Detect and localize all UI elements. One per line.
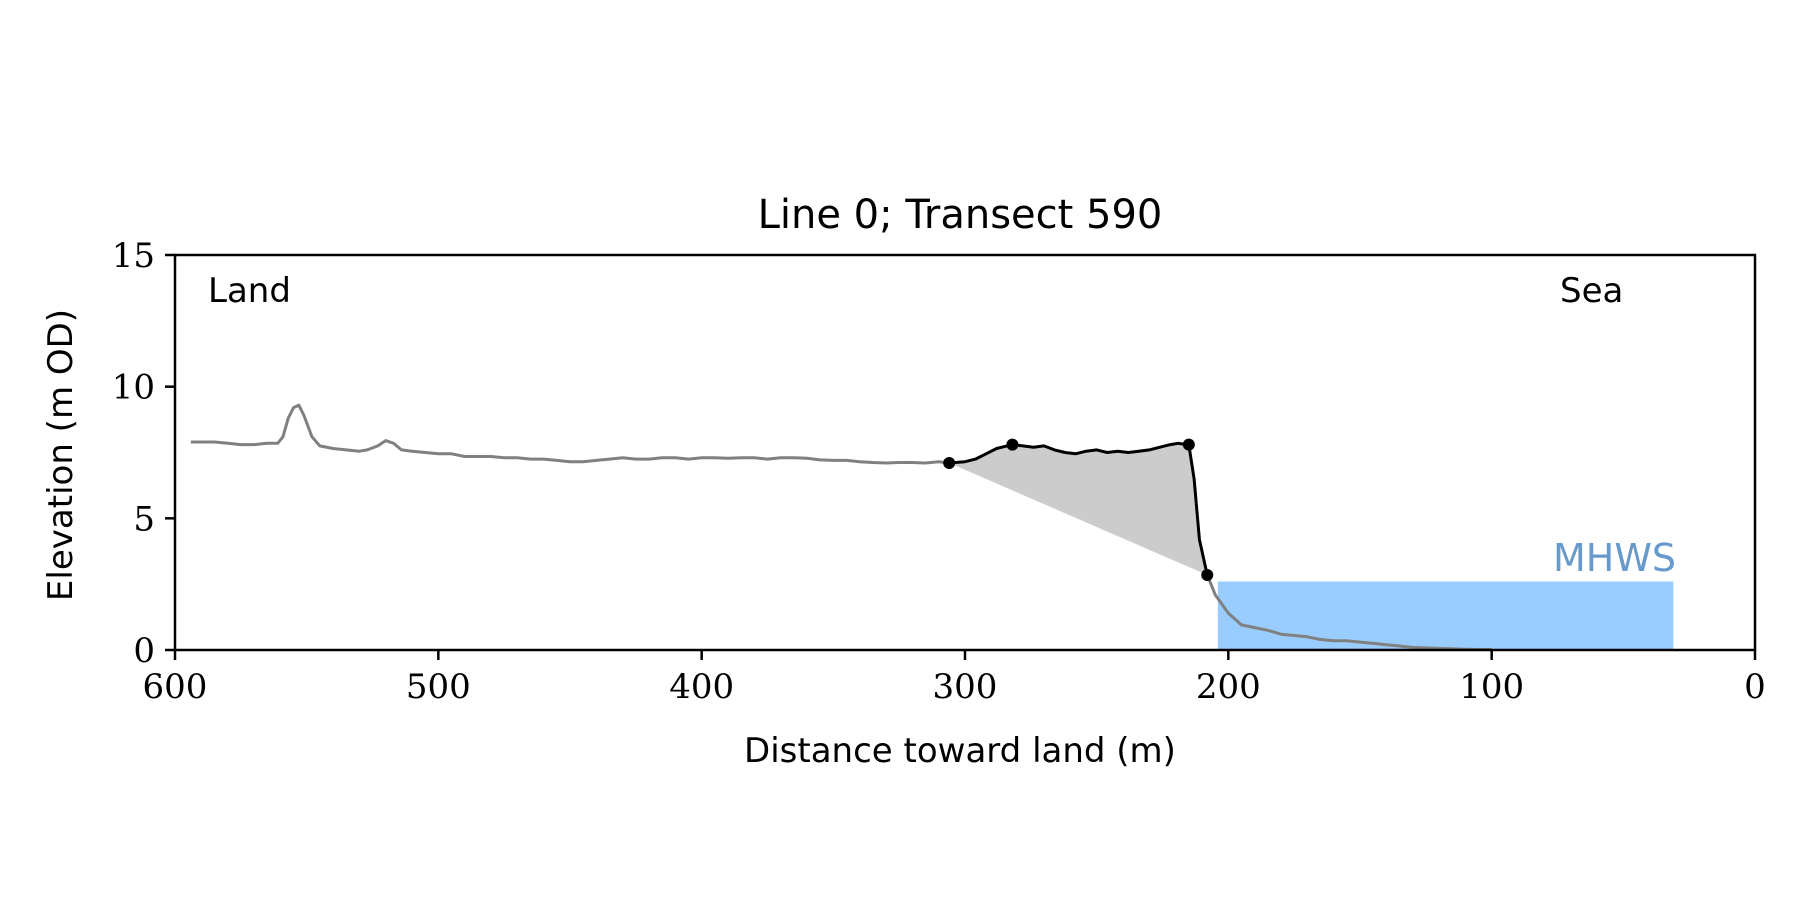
- cliff-marker-1: [1006, 438, 1019, 451]
- cliff-marker-2: [1182, 438, 1195, 451]
- cliff-marker-3: [1201, 568, 1214, 581]
- y-axis-label: Elevation (m OD): [41, 309, 81, 601]
- mhws-label: MHWS: [1553, 536, 1676, 580]
- y-tick-label-10: 10: [112, 368, 155, 408]
- x-tick-label-300: 300: [933, 667, 998, 707]
- beach-line: [1205, 574, 1492, 651]
- y-ticks: 0 5 10 15: [112, 236, 175, 671]
- y-tick-label-0: 0: [133, 631, 155, 671]
- x-tick-label-600: 600: [143, 667, 208, 707]
- profile-line: [190, 403, 950, 465]
- marker-group: [943, 438, 1214, 581]
- cliff-marker-0: [943, 457, 956, 470]
- y-tick-label-15: 15: [112, 236, 155, 276]
- mhws-band: [1217, 581, 1674, 650]
- cliff-volume-fill: [949, 443, 1208, 575]
- land-label: Land: [208, 271, 291, 311]
- x-ticks: 600 500 400 300 200 100 0: [143, 650, 1766, 707]
- x-axis-label: Distance toward land (m): [744, 731, 1176, 771]
- x-tick-label-500: 500: [406, 667, 471, 707]
- x-tick-label-200: 200: [1196, 667, 1261, 707]
- plot-area: [190, 403, 1674, 651]
- chart-title: Line 0; Transect 590: [758, 192, 1163, 238]
- x-tick-label-100: 100: [1459, 667, 1524, 707]
- x-tick-label-0: 0: [1744, 667, 1766, 707]
- x-tick-label-400: 400: [669, 667, 734, 707]
- y-tick-label-5: 5: [133, 499, 155, 539]
- sea-label: Sea: [1560, 271, 1623, 311]
